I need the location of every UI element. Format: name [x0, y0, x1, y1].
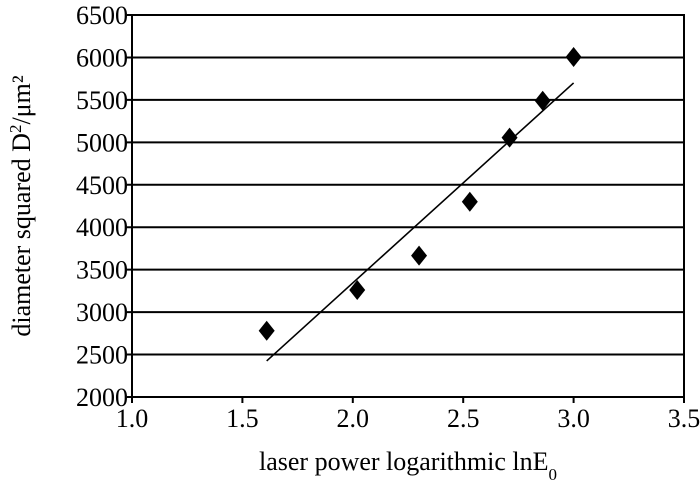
y-tick-label: 5500: [76, 86, 128, 115]
data-point: [534, 90, 551, 111]
data-point: [349, 280, 366, 301]
x-tick-label: 3.5: [668, 404, 700, 433]
y-tick-label: 5000: [76, 128, 128, 157]
y-tick-label: 2500: [76, 341, 128, 370]
data-point: [565, 47, 582, 68]
plot-frame: [131, 14, 685, 398]
data-points: [258, 47, 582, 341]
y-tick-label: 4500: [76, 171, 128, 200]
y-tick-label: 4000: [76, 213, 128, 242]
x-tick-label: 2.0: [337, 404, 370, 433]
x-tick-label: 1.5: [226, 404, 259, 433]
x-tick-labels: 1.0 1.5 2.0 2.5 3.0 3.5: [116, 397, 700, 433]
data-point: [501, 127, 518, 148]
grid-lines: [127, 14, 684, 398]
y-tick-label: 6000: [76, 43, 128, 72]
y-tick-label: 3000: [76, 298, 128, 327]
data-point: [461, 191, 478, 212]
y-tick-label: 2000: [76, 383, 128, 412]
x-tick-label: 3.0: [557, 404, 590, 433]
y-tick-label: 6500: [76, 1, 128, 30]
y-axis-label: diameter squared D2/μm²: [6, 75, 37, 336]
fit-line: [266, 82, 575, 362]
y-tick-labels: 2000 2500 3000 3500 4000 4500 5000 5500 6000 6500: [76, 1, 128, 412]
x-axis-label: laser power logarithmic lnE0: [259, 447, 557, 480]
y-tick-label: 3500: [76, 256, 128, 285]
x-tick-label: 1.0: [116, 404, 149, 433]
x-tick-label: 2.5: [447, 404, 480, 433]
data-point: [411, 245, 428, 266]
data-point: [258, 320, 275, 341]
